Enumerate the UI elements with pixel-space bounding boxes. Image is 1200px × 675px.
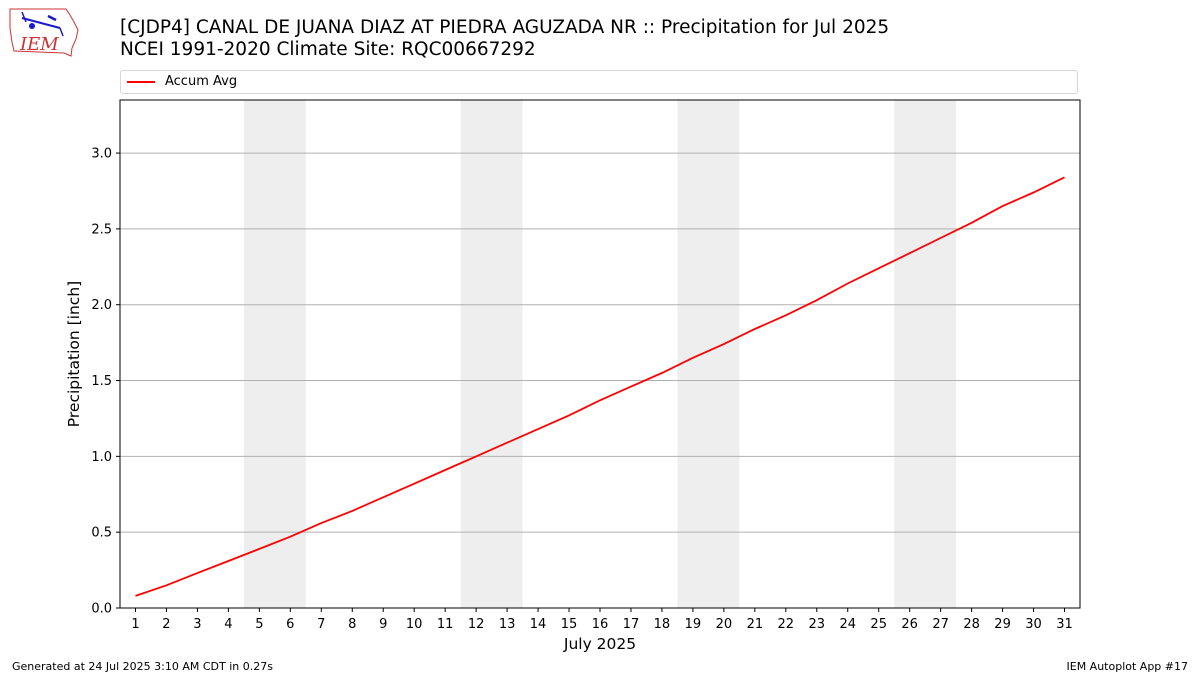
y-tick-label: 2.5 [91,222,112,237]
data-point [785,314,787,316]
weekend-shade-4 [894,100,957,608]
x-tick-label: 16 [592,617,609,632]
x-tick-label: 2 [162,617,170,632]
x-tick-label: 31 [1056,617,1073,632]
data-point [754,328,756,330]
data-point [227,560,229,562]
data-point [661,372,663,374]
data-point [568,414,570,416]
x-tick-label: 25 [870,617,887,632]
x-tick-label: 26 [901,617,918,632]
x-tick-label: 22 [778,617,795,632]
data-point [258,548,260,550]
data-point [134,595,136,597]
x-axis-label: July 2025 [563,635,636,653]
x-tick-label: 10 [406,617,423,632]
data-point [475,455,477,457]
data-point [1033,192,1035,194]
x-tick-label: 30 [1025,617,1042,632]
footer-generated-text: Generated at 24 Jul 2025 3:10 AM CDT in … [12,660,273,673]
x-tick-label: 7 [317,617,325,632]
weekend-shade-3 [677,100,740,608]
series-line-accum-avg [135,176,1065,597]
x-tick-label: 29 [994,617,1011,632]
iem-logo: IEM [8,6,80,60]
data-point [196,572,198,574]
data-point [413,483,415,485]
weekend-shade-1 [243,100,306,608]
data-point [940,237,942,239]
y-tick-label: 3.0 [91,147,112,162]
data-point [971,222,973,224]
data-point [816,299,818,301]
chart-legend: Accum Avg [120,70,1078,94]
chart-title: [CJDP4] CANAL DE JUANA DIAZ AT PIEDRA AG… [120,17,890,38]
weekend-shade-2 [460,100,523,608]
x-tick-label: 21 [747,617,764,632]
data-point [878,267,880,269]
x-tick-label: 6 [286,617,294,632]
data-point [1064,176,1066,178]
data-point [847,282,849,284]
y-tick-label: 2.0 [91,298,112,313]
x-tick-label: 3 [193,617,201,632]
data-point [382,496,384,498]
y-tick-label: 0.5 [91,526,112,541]
x-tick-label: 13 [499,617,516,632]
x-tick-label: 5 [255,617,263,632]
data-point [909,252,911,254]
data-point [289,536,291,538]
x-tick-label: 8 [348,617,356,632]
data-point [506,442,508,444]
data-point [320,522,322,524]
legend-label-accum-avg: Accum Avg [165,74,238,89]
legend-swatch-accum-avg [127,81,155,83]
data-point [630,386,632,388]
x-tick-label: 20 [716,617,733,632]
chart-subtitle: NCEI 1991-2020 Climate Site: RQC00667292 [120,39,536,60]
y-tick-label: 0.0 [91,602,112,617]
x-tick-label: 12 [468,617,485,632]
y-tick-label: 1.0 [91,450,112,465]
data-point [692,357,694,359]
x-tick-label: 11 [437,617,454,632]
data-point [351,510,353,512]
logo-text: IEM [19,34,59,55]
x-tick-label: 28 [963,617,980,632]
x-tick-label: 23 [809,617,826,632]
x-tick-label: 9 [379,617,387,632]
data-point [165,584,167,586]
chart-title-block: [CJDP4] CANAL DE JUANA DIAZ AT PIEDRA AG… [120,17,889,61]
data-point [1002,205,1004,207]
x-tick-label: 19 [685,617,702,632]
data-point [444,469,446,471]
x-tick-label: 15 [561,617,578,632]
y-tick-label: 1.5 [91,374,112,389]
data-point [537,428,539,430]
footer-app-label: IEM Autoplot App #17 [1066,660,1189,673]
x-tick-label: 17 [623,617,640,632]
data-point [599,399,601,401]
x-tick-label: 1 [131,617,139,632]
data-point [723,343,725,345]
y-axis-label: Precipitation [inch] [65,281,83,427]
x-tick-label: 24 [839,617,856,632]
x-tick-label: 18 [654,617,671,632]
x-tick-label: 14 [530,617,547,632]
iowa-state-outline-icon: IEM [9,8,79,57]
x-tick-label: 27 [932,617,949,632]
x-tick-label: 4 [224,617,232,632]
